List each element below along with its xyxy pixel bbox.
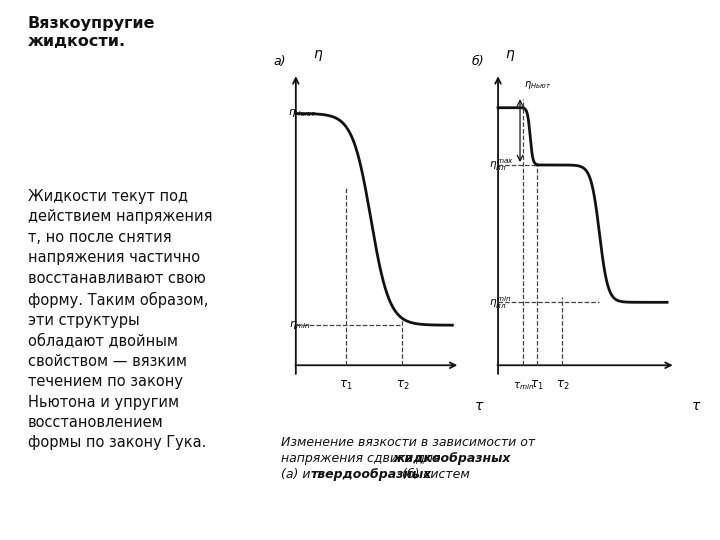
Text: твердообразных: твердообразных bbox=[311, 468, 433, 481]
Text: б): б) bbox=[472, 55, 485, 68]
Text: $\tau_2$: $\tau_2$ bbox=[395, 379, 409, 392]
Text: $\eta_{\mathit{min}}$: $\eta_{\mathit{min}}$ bbox=[289, 319, 310, 331]
Text: а): а) bbox=[274, 55, 286, 68]
Text: τ: τ bbox=[692, 399, 700, 413]
Text: $\tau_{\mathit{min}}$: $\tau_{\mathit{min}}$ bbox=[513, 380, 534, 392]
Text: $\tau_2$: $\tau_2$ bbox=[556, 379, 569, 392]
Text: η: η bbox=[313, 47, 322, 61]
Text: Изменение вязкости в зависимости от: Изменение вязкости в зависимости от bbox=[281, 435, 535, 449]
Text: $\eta^{\mathit{min}}_{\mathit{пл}}$: $\eta^{\mathit{min}}_{\mathit{пл}}$ bbox=[489, 294, 511, 310]
Text: $\eta^{\mathit{max}}_{\mathit{пл}}$: $\eta^{\mathit{max}}_{\mathit{пл}}$ bbox=[489, 157, 513, 173]
Text: напряжения сдвига для: напряжения сдвига для bbox=[281, 451, 444, 465]
Text: (а) и: (а) и bbox=[281, 468, 315, 481]
Text: Вязкоупругие
жидкости.: Вязкоупругие жидкости. bbox=[28, 16, 156, 49]
Text: $\eta_{\mathit{Ньют}}$: $\eta_{\mathit{Ньют}}$ bbox=[288, 107, 317, 119]
Text: (б) систем: (б) систем bbox=[394, 468, 469, 481]
Text: жидкообразных: жидкообразных bbox=[392, 451, 511, 465]
Text: $\tau_1$: $\tau_1$ bbox=[530, 379, 544, 392]
Text: $\eta_{\mathit{Ньют}}$: $\eta_{\mathit{Ньют}}$ bbox=[524, 78, 552, 91]
Text: η: η bbox=[505, 47, 514, 61]
Text: τ: τ bbox=[475, 399, 484, 413]
Text: $\tau_1$: $\tau_1$ bbox=[339, 379, 353, 392]
Text: Жидкости текут под
действием напряжения
т, но после снятия
напряжения частично
в: Жидкости текут под действием напряжения … bbox=[28, 189, 212, 450]
